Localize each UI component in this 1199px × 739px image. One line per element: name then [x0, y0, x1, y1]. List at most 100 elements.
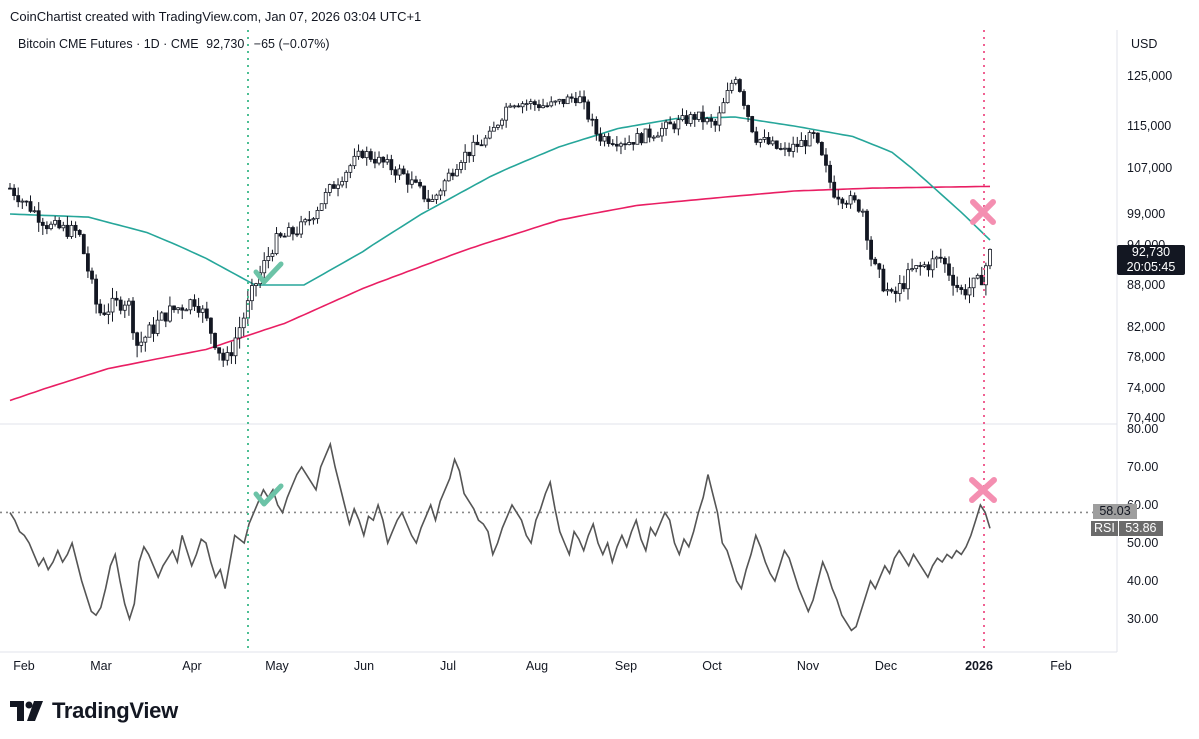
- check-mark-icon: [253, 261, 284, 285]
- candle: [651, 135, 656, 142]
- candle: [229, 341, 234, 364]
- last-price-tag: 92,730 20:05:45: [1117, 245, 1185, 275]
- candle: [836, 189, 841, 206]
- candle: [500, 118, 504, 130]
- candle: [61, 221, 66, 232]
- candle: [418, 179, 422, 189]
- candle: [631, 142, 636, 151]
- candle: [389, 154, 394, 175]
- candle: [200, 305, 205, 323]
- candle: [787, 142, 791, 157]
- candle: [795, 136, 800, 153]
- candle: [496, 124, 500, 131]
- candle: [721, 97, 726, 114]
- candle: [340, 176, 345, 188]
- candle: [696, 111, 701, 123]
- candle: [32, 206, 37, 213]
- candle: [360, 149, 365, 159]
- candle: [578, 90, 582, 104]
- candle: [307, 211, 312, 226]
- candle: [893, 286, 898, 303]
- currency-label[interactable]: USD: [1131, 37, 1158, 51]
- candle: [377, 151, 381, 166]
- candle: [295, 226, 299, 238]
- candle: [209, 317, 213, 344]
- candle: [368, 148, 373, 163]
- tradingview-logo[interactable]: TradingView: [10, 697, 178, 725]
- candle: [811, 130, 816, 139]
- candle: [221, 348, 226, 367]
- candle: [405, 170, 410, 193]
- time-tick-label: Mar: [90, 659, 112, 673]
- candle: [90, 267, 94, 284]
- candle: [873, 256, 878, 266]
- candle: [245, 290, 250, 325]
- bar-countdown: 20:05:45: [1126, 260, 1176, 274]
- candle: [557, 98, 562, 105]
- candle: [926, 261, 931, 277]
- candle: [254, 282, 258, 297]
- candle: [213, 332, 217, 350]
- candle: [623, 137, 627, 150]
- symbol-legend[interactable]: Bitcoin CME Futures · 1D · CME 92,730 −6…: [18, 37, 330, 51]
- candle: [639, 132, 644, 146]
- price-tick-label: 82,000: [1127, 320, 1165, 334]
- candle: [828, 160, 832, 189]
- candle: [147, 322, 152, 338]
- candle: [266, 247, 271, 269]
- candle: [692, 111, 697, 127]
- candle: [401, 165, 406, 175]
- candle: [869, 236, 873, 267]
- price-tick-label: 74,000: [1127, 381, 1165, 395]
- candle: [799, 132, 804, 147]
- candle: [664, 119, 668, 136]
- candle: [762, 129, 767, 143]
- rsi-tick-label: 40.00: [1127, 574, 1158, 588]
- candle: [889, 287, 894, 294]
- candle: [770, 136, 775, 146]
- candle: [184, 307, 189, 312]
- candle: [94, 274, 99, 314]
- candle: [471, 135, 476, 162]
- price-tick-label: 125,000: [1127, 69, 1172, 83]
- candle: [901, 275, 906, 292]
- candlestick-series: [8, 76, 992, 367]
- candle: [385, 154, 390, 165]
- candle: [676, 114, 681, 136]
- candle: [672, 121, 677, 134]
- candle: [168, 296, 172, 323]
- candle: [344, 170, 349, 189]
- price-tick-label: 107,000: [1127, 161, 1172, 175]
- candle: [299, 215, 304, 238]
- candle: [643, 128, 648, 144]
- candle: [975, 273, 980, 280]
- candle: [192, 294, 197, 312]
- candle: [610, 139, 615, 147]
- candle: [381, 156, 386, 169]
- candle: [815, 132, 820, 145]
- candle: [791, 136, 796, 158]
- candle: [455, 164, 459, 177]
- candle: [8, 182, 12, 190]
- time-tick-label: Dec: [875, 659, 897, 673]
- candle: [155, 310, 160, 337]
- cross-mark-icon: [970, 199, 996, 225]
- candle: [225, 346, 230, 366]
- candle: [959, 284, 964, 295]
- candle: [12, 184, 17, 201]
- candle: [516, 103, 521, 108]
- candle: [598, 127, 603, 146]
- candle: [750, 115, 755, 134]
- candle: [614, 136, 619, 152]
- candle: [709, 114, 714, 128]
- candle: [204, 301, 209, 322]
- candle: [16, 187, 21, 208]
- time-tick-label: Aug: [526, 659, 548, 673]
- candle: [237, 316, 242, 349]
- tradingview-logo-icon: [10, 701, 43, 721]
- candle: [250, 278, 254, 310]
- candle: [291, 225, 295, 241]
- candle: [36, 202, 41, 232]
- candle: [737, 78, 742, 93]
- candle: [180, 304, 185, 320]
